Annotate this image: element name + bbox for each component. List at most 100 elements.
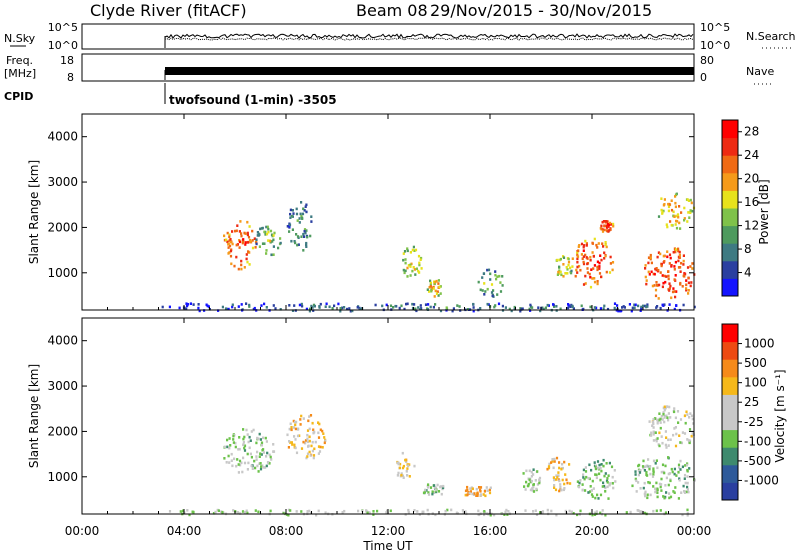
power-mark: [346, 307, 349, 311]
velocity-mark: [308, 450, 311, 454]
power-mark: [672, 250, 675, 254]
power-mark: [673, 278, 676, 281]
power-mark: [546, 303, 549, 307]
velocity-mark: [606, 477, 609, 480]
power-mark: [246, 260, 249, 264]
power-mark: [586, 267, 589, 270]
power-mark: [603, 228, 606, 232]
power-mark: [494, 304, 497, 307]
power-mark: [645, 282, 648, 286]
velocity-mark: [238, 436, 241, 439]
velocity-mark: [469, 490, 472, 493]
power-mark: [667, 205, 671, 209]
power-mark: [277, 246, 280, 250]
velocity-mark: [599, 511, 602, 515]
velocity-mark: [324, 511, 327, 514]
velocity-mark: [688, 416, 691, 419]
power-mark: [265, 252, 268, 255]
power-mark: [458, 305, 461, 308]
velocity-mark: [610, 465, 614, 469]
velocity-mark: [506, 513, 509, 516]
velocity-mark: [681, 431, 684, 434]
power-mark: [691, 209, 694, 213]
x-axis-ticks: 00:00 04:00 08:00 12:00 16:00 20:00 00:00: [65, 114, 711, 538]
power-mark: [269, 239, 272, 243]
power-mark: [685, 283, 688, 287]
power-mark: [349, 309, 352, 313]
velocity-mark: [295, 420, 298, 424]
velocity-mark: [300, 447, 304, 450]
power-mark: [439, 309, 443, 313]
velocity-mark: [341, 511, 344, 514]
power-mark: [582, 255, 585, 258]
power-mark: [477, 280, 480, 284]
power-mark: [429, 279, 432, 283]
velocity-mark: [311, 440, 314, 444]
power-region: [599, 220, 615, 233]
velocity-mark: [243, 449, 247, 452]
power-mark: [519, 309, 522, 313]
velocity-mark: [433, 486, 436, 489]
velocity-mark: [646, 496, 649, 500]
velocity-mark: [684, 421, 687, 425]
velocity-mark: [691, 432, 694, 435]
velocity-mark: [637, 481, 640, 484]
velocity-mark: [679, 468, 682, 471]
velocity-mark: [599, 466, 602, 470]
velocity-mark: [539, 511, 542, 514]
velocity-mark: [225, 461, 228, 464]
velocity-mark: [231, 464, 234, 468]
power-mark: [297, 243, 300, 246]
power-mark: [490, 291, 494, 294]
velocity-mark: [322, 432, 325, 435]
velocity-mark: [534, 479, 537, 482]
power-mark: [398, 306, 401, 310]
power-mark: [544, 306, 547, 310]
power-mark: [582, 260, 585, 264]
velocity-mark: [306, 429, 310, 432]
power-mark: [584, 239, 587, 243]
velocity-mark: [679, 418, 683, 421]
power-region: [223, 220, 258, 271]
power-mark: [574, 274, 577, 278]
power-mark: [298, 217, 301, 220]
velocity-mark: [576, 480, 579, 483]
velocity-mark: [593, 511, 596, 515]
power-mark: [663, 303, 666, 306]
velocity-mark: [603, 484, 606, 488]
power-mark: [664, 280, 667, 284]
power-mark: [597, 266, 600, 270]
velocity-mark: [254, 509, 257, 512]
station-title: Clyde River (fitACF): [90, 1, 247, 20]
velocity-mark: [634, 473, 637, 476]
power-mark: [289, 208, 292, 212]
power-mark: [269, 229, 273, 233]
power-mark: [231, 230, 234, 233]
power-mark: [272, 245, 275, 248]
velocity-mark: [582, 476, 585, 479]
power-mark: [531, 306, 534, 309]
power-mark: [292, 212, 295, 215]
power-mark: [675, 226, 679, 230]
velocity-mark: [431, 490, 434, 493]
power-region: [555, 255, 574, 278]
power-mark: [301, 304, 304, 308]
velocity-mark: [309, 454, 312, 457]
velocity-y-tick-label: 3000: [47, 379, 78, 393]
velocity-mark: [249, 452, 252, 456]
velocity-mark: [557, 471, 560, 474]
power-mark: [238, 246, 241, 249]
power-mark: [251, 229, 254, 233]
velocity-mark: [643, 481, 646, 485]
power-mark: [590, 268, 593, 271]
power-mark: [237, 305, 240, 308]
power-mark: [339, 309, 342, 313]
velocity-mark: [477, 509, 480, 513]
velocity-mark: [547, 466, 551, 470]
power-mark: [558, 265, 561, 269]
velocity-mark: [475, 494, 478, 497]
power-mark: [245, 257, 248, 261]
velocity-mark: [656, 421, 659, 425]
power-mark: [403, 271, 406, 275]
power-mark: [582, 249, 585, 252]
